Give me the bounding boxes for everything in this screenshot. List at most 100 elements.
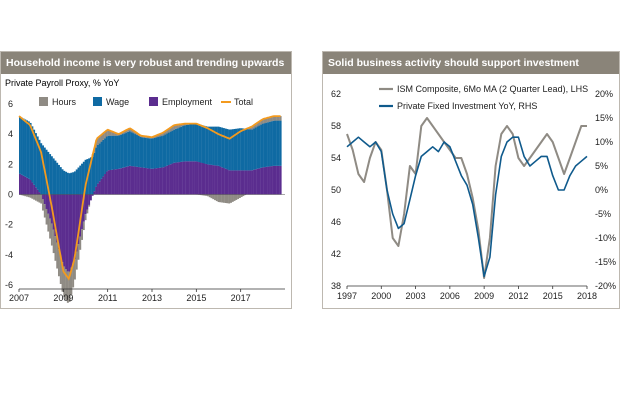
wage-bar bbox=[237, 128, 240, 171]
employment-bar bbox=[47, 194, 50, 214]
y-tick-label: 6 bbox=[8, 99, 13, 109]
hours-bar bbox=[27, 194, 30, 198]
hours-bar bbox=[116, 133, 119, 136]
hours-bar bbox=[73, 259, 76, 280]
wage-bar bbox=[235, 128, 238, 171]
employment-bar bbox=[279, 165, 282, 195]
y-tick-label: -2 bbox=[5, 220, 13, 230]
employment-bar bbox=[107, 170, 110, 195]
employment-bar bbox=[31, 182, 34, 195]
y-tick-label: 0 bbox=[8, 190, 13, 200]
hours-bar bbox=[33, 194, 36, 200]
wage-bar bbox=[203, 125, 206, 164]
hours-bar bbox=[166, 129, 169, 134]
hours-bar bbox=[24, 194, 27, 197]
employment-bar bbox=[27, 178, 30, 195]
hours-bar bbox=[118, 133, 121, 136]
wage-bar bbox=[245, 128, 248, 171]
employment-bar bbox=[93, 191, 96, 195]
wage-bar bbox=[34, 133, 37, 188]
wage-bar bbox=[279, 120, 282, 166]
employment-bar bbox=[33, 184, 36, 195]
employment-bar bbox=[230, 170, 232, 195]
hours-bar bbox=[231, 194, 234, 202]
employment-bar bbox=[269, 166, 271, 195]
employment-bar bbox=[42, 194, 44, 200]
wage-bar bbox=[125, 132, 128, 167]
wage-bar bbox=[169, 131, 172, 165]
hours-bar bbox=[114, 132, 117, 136]
legend-label-employment: Employment bbox=[162, 97, 213, 107]
wage-bar bbox=[38, 139, 41, 193]
wage-bar bbox=[198, 124, 201, 163]
wage-bar bbox=[160, 136, 163, 168]
hours-bar bbox=[173, 125, 176, 130]
wage-bar bbox=[178, 127, 181, 163]
wage-bar bbox=[79, 165, 82, 195]
employment-bar bbox=[267, 166, 270, 195]
wage-bar bbox=[84, 159, 87, 195]
hours-bar bbox=[47, 213, 50, 232]
wage-bar bbox=[102, 139, 105, 177]
hours-bar bbox=[276, 116, 279, 121]
wage-bar bbox=[100, 141, 103, 179]
employment-bar bbox=[100, 178, 103, 195]
wage-bar bbox=[183, 125, 186, 162]
wage-bar bbox=[65, 171, 68, 195]
wage-bar bbox=[191, 124, 193, 162]
wage-bar bbox=[52, 158, 55, 195]
hours-bar bbox=[75, 251, 78, 270]
employment-bar bbox=[189, 161, 192, 195]
employment-bar bbox=[191, 161, 193, 195]
hours-bar bbox=[228, 194, 231, 204]
employment-bar bbox=[261, 167, 264, 195]
hours-bar bbox=[277, 116, 280, 121]
hours-bar bbox=[217, 194, 220, 203]
hours-bar bbox=[29, 194, 32, 198]
hours-bar bbox=[112, 132, 115, 136]
hours-bar bbox=[249, 127, 252, 130]
employment-bar bbox=[88, 194, 91, 205]
y-right-tick-label: 20% bbox=[595, 89, 613, 99]
wage-bar bbox=[54, 160, 57, 195]
employment-bar bbox=[167, 165, 170, 195]
employment-bar bbox=[258, 168, 261, 195]
wage-bar bbox=[162, 135, 165, 168]
employment-bar bbox=[277, 165, 280, 195]
wage-bar bbox=[56, 162, 59, 195]
left-chart-title: Household income is very robust and tren… bbox=[1, 52, 291, 74]
employment-bar bbox=[141, 167, 144, 195]
employment-bar bbox=[171, 163, 174, 195]
employment-bar bbox=[91, 194, 94, 196]
wage-bar bbox=[59, 167, 62, 195]
employment-bar bbox=[215, 165, 218, 195]
employment-bar bbox=[137, 167, 140, 195]
hours-bar bbox=[54, 236, 57, 261]
wage-bar bbox=[159, 136, 162, 168]
wage-bar bbox=[36, 136, 39, 190]
wage-bar bbox=[224, 128, 227, 169]
employment-bar bbox=[187, 161, 190, 195]
employment-bar bbox=[72, 194, 75, 264]
wage-bar bbox=[164, 134, 167, 167]
y-right-tick-label: -20% bbox=[595, 281, 616, 291]
hours-bar bbox=[111, 131, 114, 136]
wage-bar bbox=[26, 120, 29, 178]
wage-bar bbox=[123, 133, 126, 168]
wage-bar bbox=[153, 137, 156, 169]
y-right-tick-label: 0% bbox=[595, 185, 608, 195]
employment-bar bbox=[114, 169, 117, 195]
hours-bar bbox=[224, 194, 227, 204]
employment-bar bbox=[97, 183, 99, 195]
x-tick-label: 2015 bbox=[186, 293, 206, 303]
hours-bar bbox=[38, 194, 41, 203]
y-left-tick-label: 46 bbox=[331, 217, 341, 227]
employment-bar bbox=[247, 170, 250, 195]
employment-bar bbox=[19, 173, 21, 195]
wage-bar bbox=[194, 123, 197, 162]
hours-bar bbox=[31, 194, 34, 199]
hours-bar bbox=[221, 194, 224, 203]
wage-bar bbox=[29, 122, 32, 181]
employment-bar bbox=[121, 167, 124, 195]
x-tick-label: 2011 bbox=[98, 293, 117, 303]
